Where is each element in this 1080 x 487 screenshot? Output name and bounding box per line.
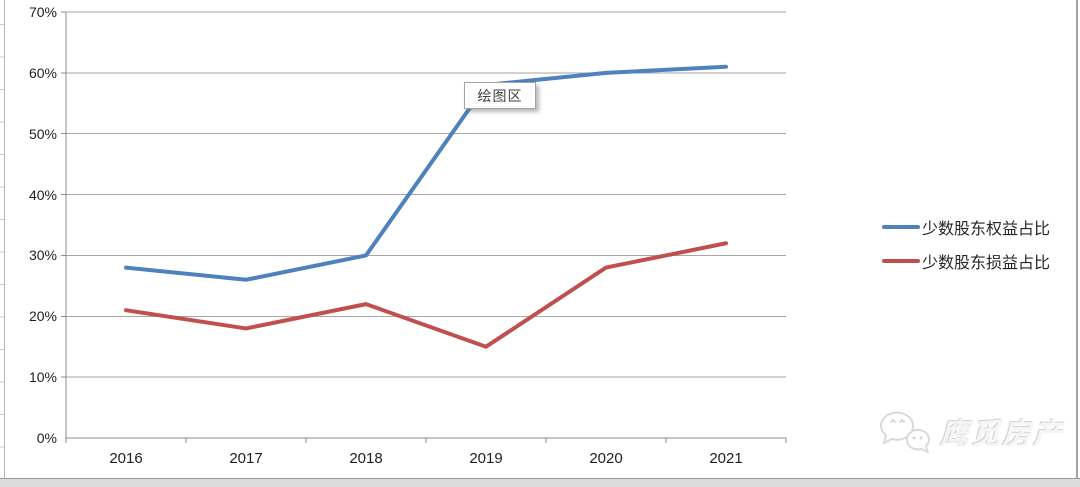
y-tick-label: 30% (28, 247, 57, 264)
spreadsheet-edge (0, 0, 5, 478)
x-tick-label: 2017 (229, 450, 263, 467)
legend-item-profit-share[interactable]: 少数股东损益占比 (882, 244, 1050, 278)
x-tick-label: 2021 (709, 450, 743, 467)
legend-line-swatch-red (882, 259, 920, 263)
y-tick-label: 20% (28, 308, 57, 325)
chart-legend: 少数股东权益占比 少数股东损益占比 (882, 210, 1050, 278)
y-tick-label: 40% (28, 186, 57, 203)
y-axis-labels: 0% 10% 20% 30% 40% 50% 60% 70% (0, 0, 57, 487)
legend-label: 少数股东权益占比 (922, 221, 1051, 238)
y-tick-label: 70% (28, 4, 57, 20)
legend-line-swatch-blue (882, 225, 920, 229)
y-tick-label: 60% (28, 64, 57, 81)
x-tick-label: 2020 (589, 450, 623, 467)
plot-area-tooltip: 绘图区 (464, 82, 536, 109)
x-tick-label: 2019 (469, 450, 503, 467)
wechat-icon (880, 411, 930, 454)
y-tick-label: 0% (36, 430, 57, 446)
window-right-border (1076, 0, 1078, 478)
tooltip-label: 绘图区 (477, 87, 523, 104)
series-line-0[interactable] (124, 64, 728, 282)
y-tick-label: 10% (28, 369, 57, 386)
window-bottom-bar[interactable] (0, 478, 1080, 487)
legend-label: 少数股东损益占比 (922, 255, 1051, 272)
x-tick-label: 2016 (109, 450, 143, 467)
legend-item-equity-share[interactable]: 少数股东权益占比 (882, 210, 1050, 244)
watermark-text: 鹰觅房产 (940, 418, 1065, 451)
x-axis-labels: 2016 2017 2018 2019 2020 2021 (0, 450, 1080, 470)
x-tick-label: 2018 (349, 450, 383, 467)
watermark: 鹰觅房产 (880, 404, 1070, 459)
y-tick-label: 50% (28, 125, 57, 142)
series-line-1[interactable] (124, 241, 728, 349)
